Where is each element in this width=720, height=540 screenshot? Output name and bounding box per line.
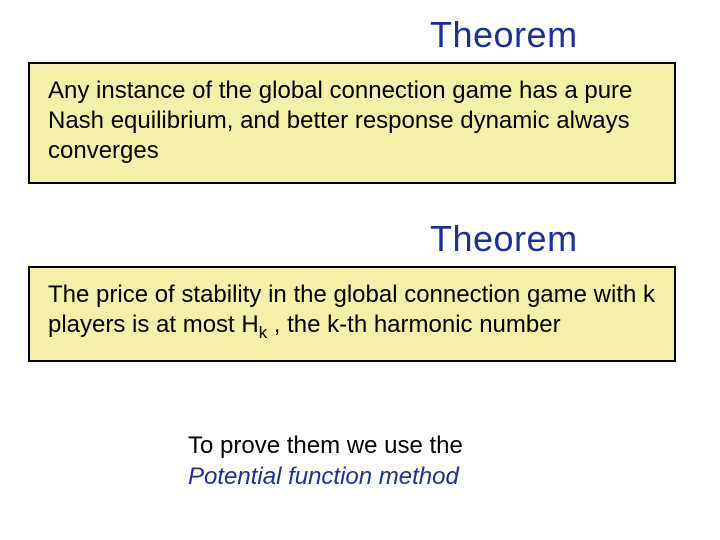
theorem-2-suffix: , the k-th harmonic number — [267, 311, 560, 338]
theorem-2-subscript: k — [259, 323, 267, 342]
theorem-box-2: The price of stability in the global con… — [28, 266, 676, 362]
proof-note-line-1: To prove them we use the — [188, 430, 463, 461]
theorem-1-text: Any instance of the global connection ga… — [48, 77, 632, 164]
proof-note-line-2: Potential function method — [188, 461, 463, 492]
proof-note: To prove them we use the Potential funct… — [188, 430, 463, 492]
theorem-heading-1: Theorem — [430, 14, 578, 56]
theorem-heading-2: Theorem — [430, 218, 578, 260]
theorem-box-1: Any instance of the global connection ga… — [28, 62, 676, 184]
